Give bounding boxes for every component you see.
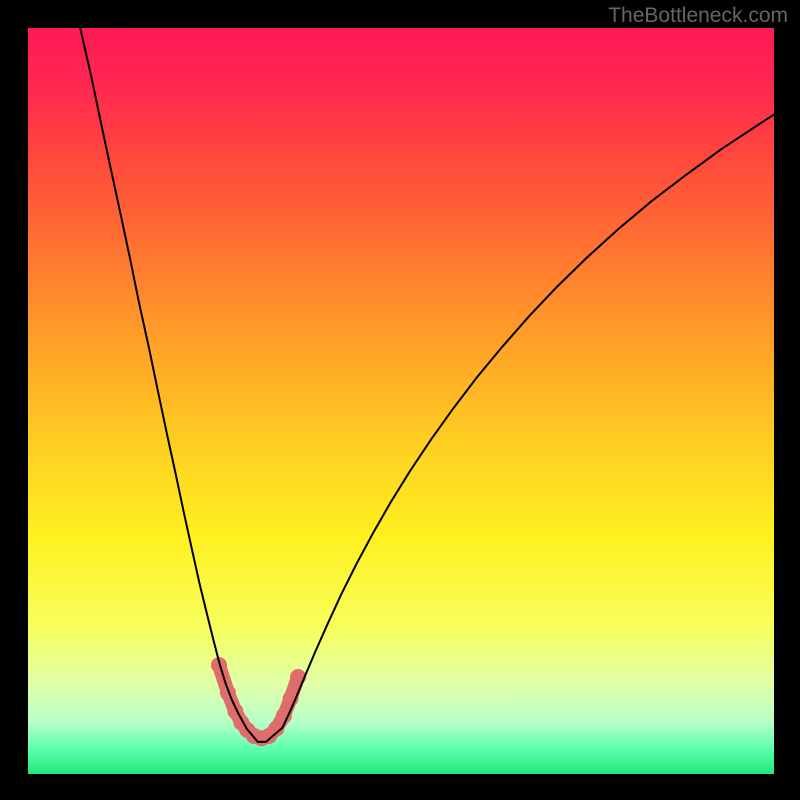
chart-svg: [28, 28, 774, 774]
chart-plot: [28, 28, 774, 774]
gradient-background: [28, 28, 774, 774]
watermark-text: TheBottleneck.com: [608, 4, 788, 28]
